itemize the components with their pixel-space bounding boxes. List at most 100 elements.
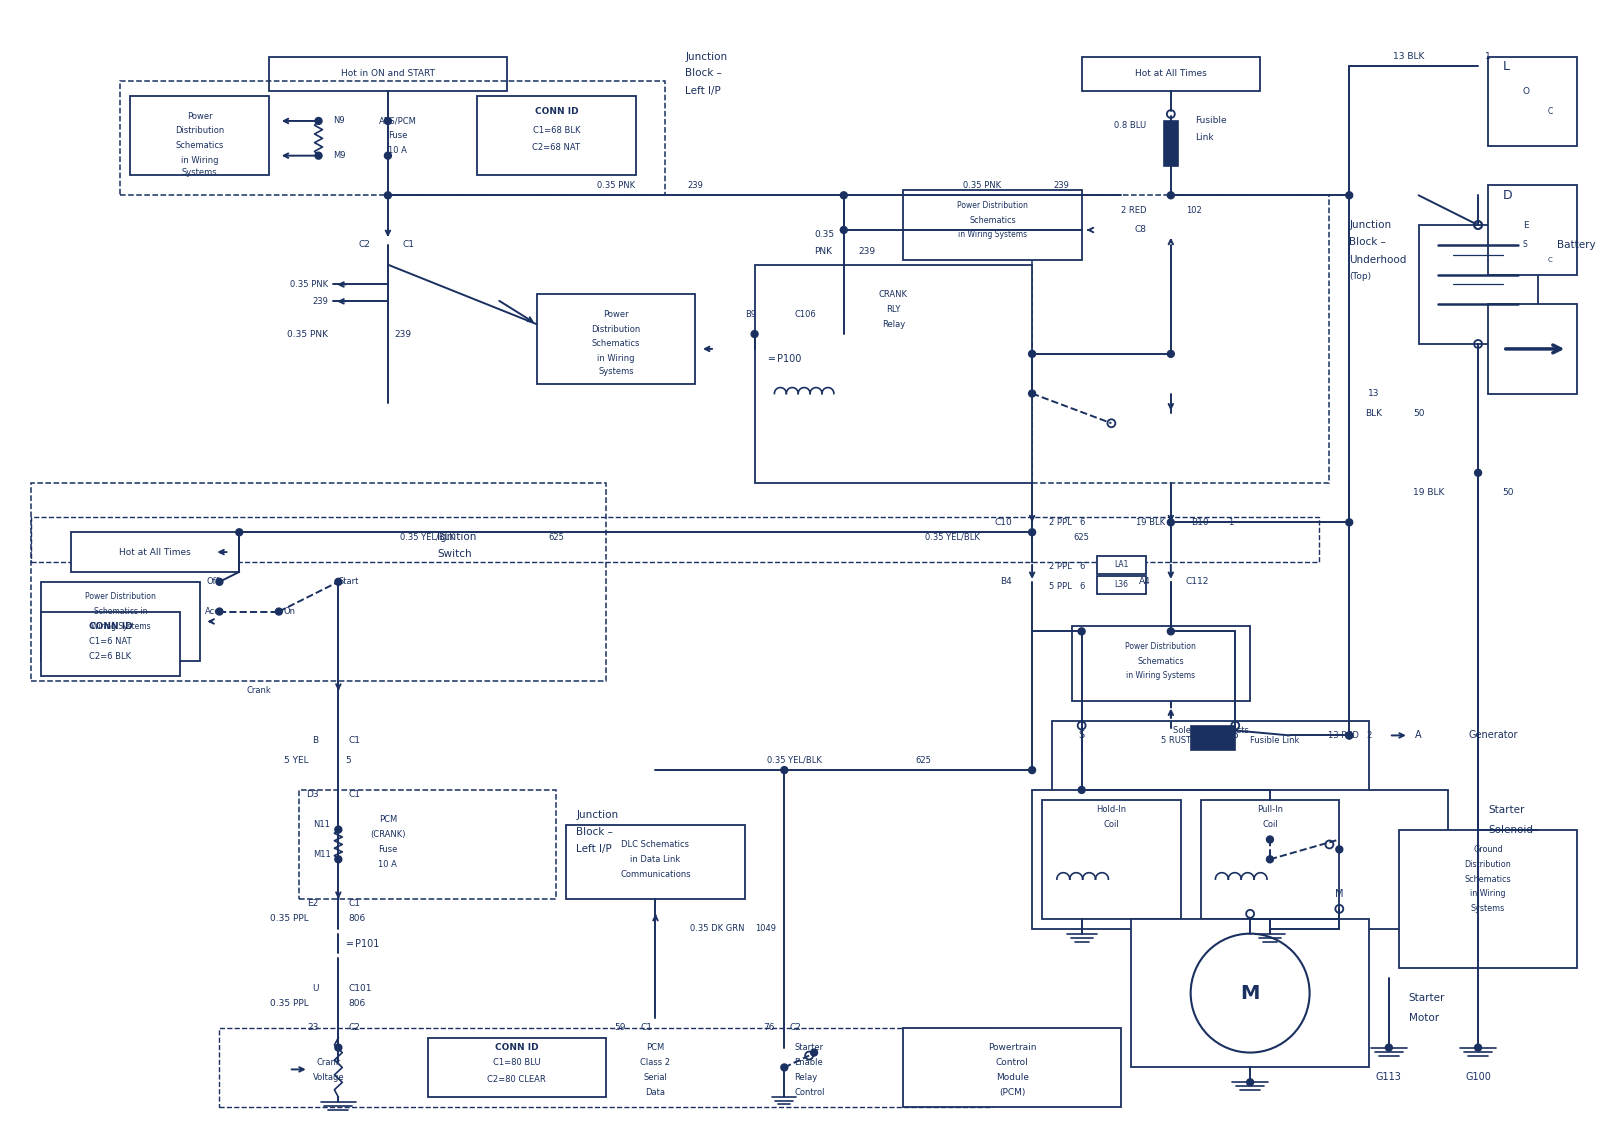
Text: LA1: LA1 (1114, 561, 1128, 570)
Text: Schematics: Schematics (1138, 656, 1184, 665)
Bar (42, 582, 200, 661)
Text: (CRANK): (CRANK) (370, 830, 406, 839)
Text: C2=68 NAT: C2=68 NAT (533, 144, 581, 153)
Circle shape (1346, 732, 1352, 739)
Text: 0.35 PNK: 0.35 PNK (290, 280, 328, 289)
Circle shape (1346, 732, 1352, 739)
Circle shape (1168, 192, 1174, 199)
Bar (1051, 720, 1370, 800)
Circle shape (1336, 846, 1342, 853)
Text: PCM: PCM (379, 816, 397, 825)
Circle shape (1386, 1045, 1392, 1051)
Circle shape (1168, 350, 1174, 357)
Text: Junction: Junction (1349, 220, 1392, 230)
Text: 6: 6 (1078, 582, 1085, 591)
Text: C101: C101 (349, 984, 371, 993)
Circle shape (315, 153, 322, 159)
Text: C2=80 CLEAR: C2=80 CLEAR (488, 1075, 546, 1084)
Text: Start: Start (338, 578, 358, 587)
Text: B10: B10 (1190, 518, 1208, 527)
Bar (70, 532, 240, 572)
Text: 13 RED: 13 RED (1328, 730, 1358, 739)
Text: C1: C1 (349, 790, 360, 799)
Text: 0.35 YEL/BLK: 0.35 YEL/BLK (400, 533, 454, 542)
Text: 0.35: 0.35 (814, 230, 834, 239)
Circle shape (235, 528, 243, 535)
Text: On: On (283, 607, 296, 616)
Bar (130, 96, 269, 175)
Text: B: B (1232, 730, 1238, 741)
Bar (904, 191, 1082, 259)
Text: Hot at All Times: Hot at All Times (1134, 68, 1206, 77)
Text: Powertrain: Powertrain (989, 1043, 1037, 1052)
Text: Motor: Motor (1408, 1013, 1438, 1023)
Circle shape (334, 826, 342, 833)
Bar (566, 825, 744, 899)
Text: 0.35 DK GRN: 0.35 DK GRN (690, 925, 744, 934)
Text: D: D (1502, 188, 1512, 202)
Text: S: S (1523, 240, 1528, 249)
Text: Communications: Communications (621, 870, 691, 879)
Bar (1398, 829, 1578, 968)
Text: Block –: Block – (685, 68, 722, 79)
Circle shape (781, 1064, 787, 1070)
Text: L: L (1502, 59, 1510, 73)
Text: Systems: Systems (1470, 904, 1506, 913)
Text: B9: B9 (744, 310, 755, 319)
Text: Coil: Coil (1104, 820, 1120, 829)
Text: 1049: 1049 (755, 925, 776, 934)
Text: C112: C112 (1186, 578, 1210, 587)
Text: 806: 806 (349, 999, 365, 1008)
Text: Power: Power (603, 310, 629, 319)
Text: 10 A: 10 A (389, 146, 408, 155)
Bar (1488, 304, 1578, 394)
Text: Coil: Coil (1262, 820, 1278, 829)
Bar (477, 96, 635, 175)
Text: Switch: Switch (437, 549, 472, 559)
Text: 6: 6 (1078, 562, 1085, 571)
Bar (1200, 800, 1339, 919)
Text: ABS/PCM: ABS/PCM (379, 117, 416, 126)
Text: Left I/P: Left I/P (685, 86, 722, 96)
Circle shape (840, 227, 848, 233)
Text: Fuse: Fuse (389, 131, 408, 140)
Text: 2 PPL: 2 PPL (1050, 518, 1072, 527)
Text: Solenoid Contacts: Solenoid Contacts (1173, 726, 1248, 735)
Text: 76: 76 (763, 1023, 774, 1032)
Text: Schematics: Schematics (176, 141, 224, 150)
Text: 806: 806 (349, 914, 365, 923)
Text: in Wiring: in Wiring (597, 355, 635, 364)
Bar (755, 265, 1032, 482)
Text: 1: 1 (1485, 52, 1491, 61)
Text: 0.35 YEL/BLK: 0.35 YEL/BLK (766, 756, 822, 765)
Circle shape (334, 856, 342, 863)
Circle shape (1475, 1045, 1482, 1051)
Bar (120, 81, 666, 195)
Text: 5 RUST: 5 RUST (1160, 736, 1190, 745)
Text: Block –: Block – (576, 827, 613, 837)
Text: ═ P101: ═ P101 (347, 938, 379, 948)
Text: Ground: Ground (1474, 845, 1502, 854)
Text: 2: 2 (1366, 730, 1371, 739)
Circle shape (334, 578, 342, 586)
Text: E: E (1523, 221, 1528, 230)
Text: C8: C8 (1134, 226, 1146, 234)
Text: Power Distribution: Power Distribution (957, 201, 1027, 210)
Text: CONN ID: CONN ID (534, 107, 578, 116)
Text: Starter: Starter (794, 1043, 824, 1052)
Circle shape (384, 192, 392, 199)
Text: Fusible Link: Fusible Link (1250, 736, 1299, 745)
Text: Left I/P: Left I/P (576, 845, 611, 854)
Text: C1: C1 (640, 1023, 653, 1032)
Text: RLY: RLY (886, 305, 901, 314)
Text: 59: 59 (614, 1023, 626, 1032)
Text: 0.35 YEL/BLK: 0.35 YEL/BLK (925, 533, 981, 542)
Text: Systems: Systems (182, 168, 218, 177)
Text: Control: Control (794, 1087, 824, 1096)
Bar (536, 294, 694, 384)
Text: 625: 625 (549, 533, 565, 542)
Bar (299, 790, 557, 899)
Circle shape (384, 118, 392, 125)
Text: 5: 5 (346, 756, 350, 765)
Text: C: C (1547, 107, 1552, 116)
